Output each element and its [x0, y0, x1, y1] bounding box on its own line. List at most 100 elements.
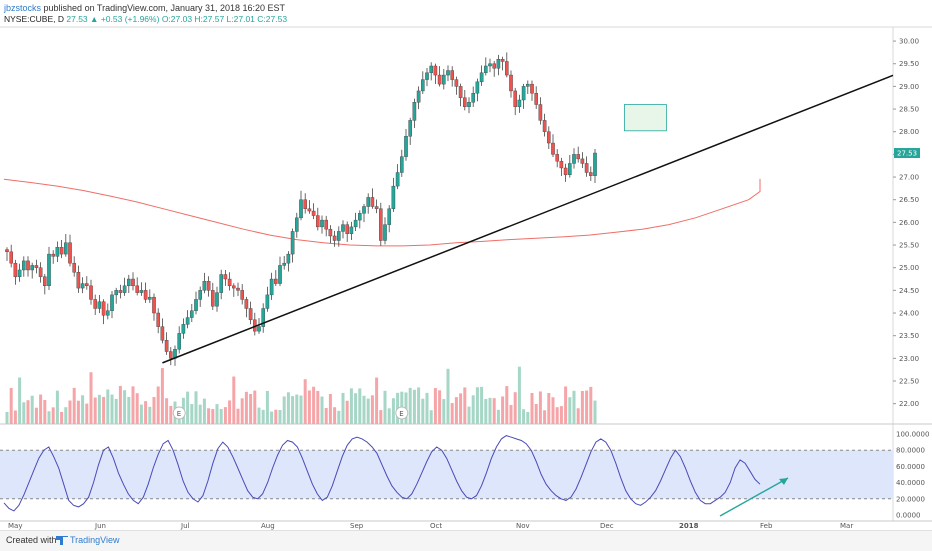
candle-body	[143, 290, 148, 300]
price-tick-label: 23.50	[899, 332, 919, 340]
volume-bar	[312, 386, 316, 424]
candle-body	[13, 262, 18, 277]
candle-body	[500, 58, 505, 62]
volume-bar	[274, 409, 278, 424]
time-axis-label: Aug	[261, 522, 275, 530]
volume-bar	[114, 398, 118, 424]
candle-body	[147, 296, 152, 300]
candle-body	[513, 90, 517, 107]
candle-body	[9, 251, 14, 264]
candle-body	[542, 120, 547, 132]
candle-body	[160, 326, 165, 341]
candle-body	[429, 65, 434, 73]
volume-bar	[236, 408, 240, 424]
volume-bar	[551, 397, 555, 424]
candle-body	[496, 58, 501, 69]
volume-bar	[198, 404, 202, 424]
volume-bar	[505, 386, 509, 424]
candle-body	[80, 283, 85, 289]
candle-body	[59, 247, 64, 255]
tradingview-brand[interactable]: TradingView	[70, 535, 120, 545]
price-tick-label: 28.50	[899, 106, 919, 114]
volume-bar	[450, 403, 454, 424]
candle-body	[391, 185, 396, 209]
price-tick-label: 24.00	[899, 310, 919, 318]
volume-bar	[526, 411, 530, 424]
time-axis-label: Sep	[350, 522, 364, 530]
volume-bar	[496, 409, 500, 424]
volume-bar	[547, 393, 551, 424]
volume-bar	[366, 398, 370, 424]
volume-bar	[131, 386, 135, 424]
candle-body	[303, 199, 308, 209]
candle-body	[43, 276, 47, 287]
candle-body	[505, 61, 509, 76]
price-pane	[0, 27, 932, 424]
candle-body	[219, 274, 224, 293]
volume-bar	[375, 377, 379, 424]
volume-bar	[307, 390, 311, 424]
volume-bar	[47, 411, 51, 424]
volume-bar	[135, 393, 139, 424]
volume-bar	[68, 400, 72, 424]
volume-bar	[76, 400, 80, 424]
candle-body	[168, 351, 173, 359]
volume-bar	[123, 390, 127, 424]
candle-body	[278, 265, 282, 284]
earnings-marker-label: E	[177, 410, 181, 418]
volume-bar	[295, 394, 299, 424]
volume-bar	[370, 395, 374, 424]
volume-bar	[223, 407, 227, 424]
candle-body	[370, 197, 375, 207]
volume-bar	[207, 408, 211, 424]
candle-body	[227, 278, 232, 287]
volume-bar	[148, 406, 152, 424]
volume-bar	[475, 387, 479, 424]
stochastic-line	[3, 435, 761, 512]
volume-bar	[564, 386, 568, 424]
volume-bar	[152, 397, 156, 424]
volume-bar	[467, 406, 471, 424]
candle-body	[210, 290, 215, 307]
volume-bar	[463, 387, 467, 424]
stock-chart[interactable]: 30.0029.5029.0028.5028.0027.5027.0026.50…	[0, 0, 932, 530]
candle-body	[185, 317, 190, 325]
candle-body	[433, 65, 438, 76]
volume-bar	[349, 388, 353, 424]
candle-body	[467, 102, 471, 107]
candle-body	[282, 262, 287, 266]
price-tick-label: 25.50	[899, 242, 919, 250]
volume-bar	[345, 400, 349, 424]
candle-body	[358, 213, 362, 221]
volume-bar	[55, 390, 59, 424]
volume-bar	[568, 397, 572, 424]
candle-body	[5, 249, 9, 253]
candle-body	[517, 99, 522, 107]
volume-bar	[585, 390, 589, 424]
candle-body	[177, 333, 182, 350]
author-link[interactable]: jbzstocks	[4, 3, 42, 13]
candle-body	[404, 136, 408, 157]
candle-body	[118, 290, 123, 293]
volume-bar	[572, 390, 576, 424]
price-tick-label: 24.50	[899, 287, 919, 295]
candle-body	[383, 224, 387, 241]
candle-body	[316, 215, 320, 228]
time-axis-label: Feb	[760, 522, 773, 530]
annotation-arrow-line	[719, 477, 789, 517]
volume-bar	[341, 392, 345, 424]
candle-body	[509, 74, 513, 92]
volume-bar	[303, 379, 307, 424]
volume-bar	[81, 395, 85, 424]
candle-body	[89, 285, 93, 300]
volume-bar	[412, 389, 416, 424]
volume-bar	[160, 368, 164, 424]
volume-bar	[555, 407, 559, 424]
candle-body	[395, 172, 400, 187]
volume-bar	[5, 412, 9, 424]
time-axis-label: Mar	[840, 522, 853, 530]
price-tick-label: 25.00	[899, 264, 919, 272]
chart-header: jbzstocks published on TradingView.com, …	[0, 0, 932, 26]
volume-bar	[358, 388, 362, 424]
created-with-text: Created with	[6, 535, 57, 545]
